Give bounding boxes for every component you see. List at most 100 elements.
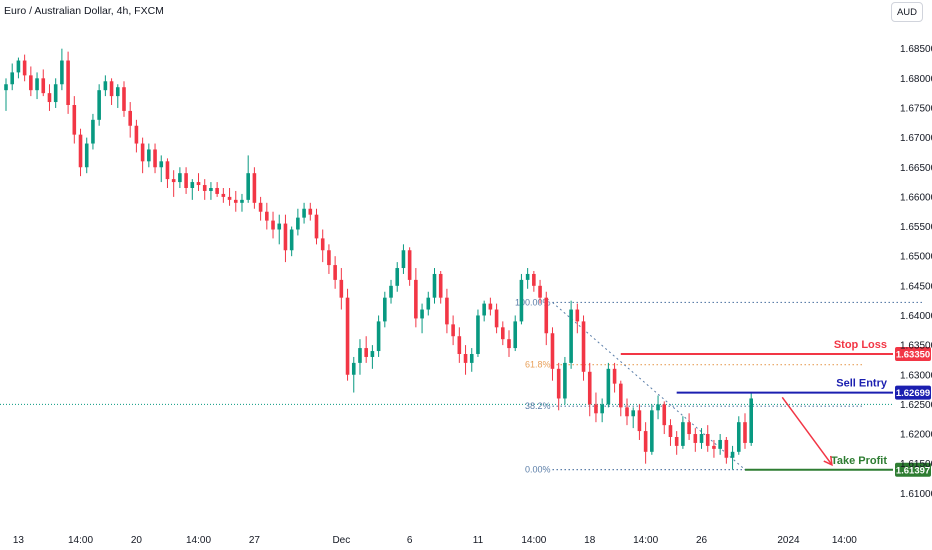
y-tick-label: 1.66000 — [900, 192, 932, 203]
candle-body — [358, 348, 362, 363]
candle-body — [209, 188, 213, 191]
trade-levels[interactable]: Stop Loss 1.63350 Sell Entry 1.62699 Take Pr… — [620, 339, 931, 477]
candle-body — [4, 84, 8, 91]
candle-body — [519, 279, 524, 322]
y-tick-label: 1.61500 — [900, 459, 932, 470]
candle-body — [327, 250, 331, 266]
candle-body — [674, 437, 679, 446]
x-tick-label: 26 — [696, 535, 708, 546]
candle-body — [457, 336, 462, 354]
candle-body — [53, 84, 58, 103]
candle-body — [618, 383, 623, 408]
candle-body — [569, 309, 573, 363]
level-label: Sell Entry — [836, 378, 888, 390]
fib-level-label: 61.8% — [525, 360, 551, 370]
candle-body — [575, 309, 580, 322]
fib-level-label: 38.2% — [525, 401, 551, 411]
candle-body — [41, 78, 46, 94]
candle-body — [202, 185, 207, 191]
candle-body — [612, 368, 617, 384]
candle-body — [115, 87, 120, 97]
candle-body — [563, 362, 567, 399]
candle-body — [333, 265, 337, 280]
price-tag — [895, 347, 931, 361]
candle-body — [240, 199, 244, 203]
y-tick-label: 1.65000 — [900, 252, 932, 263]
candle-body — [227, 196, 232, 200]
candle-body — [643, 431, 648, 452]
candle-body — [438, 273, 443, 298]
candle-body — [171, 179, 176, 183]
x-tick-label: 6 — [407, 535, 413, 546]
candle-body — [320, 238, 325, 251]
x-tick-label: 14:00 — [832, 535, 857, 546]
price-tag — [895, 385, 931, 400]
level-sell-entry[interactable]: Sell Entry 1.62699 — [676, 378, 931, 400]
candle-body — [705, 434, 710, 446]
fib-trend-line — [552, 302, 746, 470]
candle-body — [215, 188, 219, 194]
candle-body — [22, 60, 27, 76]
candlestick-series — [4, 48, 753, 470]
candle-body — [134, 125, 139, 144]
candle-body — [637, 410, 642, 432]
axes: 1.68500 1.68000 1.67500 1.67000 1.66500 1.660… — [13, 44, 932, 546]
candle-body — [147, 149, 151, 162]
candle-body — [650, 410, 654, 452]
forecast-arrow[interactable] — [781, 396, 833, 467]
candle-body — [376, 321, 381, 352]
fibonacci-retracement[interactable]: 100.00% 61.8% 38.2% 0.00% — [0, 297, 922, 475]
candle-body — [35, 78, 39, 91]
candle-body — [233, 199, 238, 203]
candle-body — [625, 407, 629, 417]
y-tick-label: 1.67000 — [900, 133, 932, 144]
candle-body — [668, 425, 673, 437]
candle-body — [383, 297, 387, 322]
candle-body — [581, 321, 586, 372]
level-take-profit[interactable]: Take Profit 1.61397 — [744, 455, 931, 477]
candle-body — [128, 110, 132, 126]
candle-body — [10, 72, 15, 85]
y-tick-label: 1.63000 — [900, 370, 932, 381]
candle-body — [463, 354, 468, 363]
candle-body — [258, 202, 263, 212]
candle-body — [345, 297, 350, 375]
y-tick-label: 1.68000 — [900, 74, 932, 85]
candle-body — [724, 439, 729, 458]
candle-body — [196, 182, 201, 186]
x-tick-label: 27 — [249, 535, 261, 546]
candle-body — [507, 339, 511, 349]
candle-body — [140, 143, 145, 162]
candle-body — [29, 75, 33, 91]
level-stop-loss[interactable]: Stop Loss 1.63350 — [620, 339, 931, 361]
candle-body — [401, 250, 406, 269]
candle-body — [339, 279, 344, 298]
candle-body — [122, 87, 126, 111]
candle-body — [687, 422, 691, 435]
chart-title: Euro / Australian Dollar, 4h, FXCM — [4, 5, 164, 17]
candle-body — [432, 273, 437, 298]
x-tick-label: 14:00 — [68, 535, 93, 546]
candle-body — [712, 445, 716, 449]
candle-body — [265, 211, 269, 221]
candle-body — [407, 250, 412, 280]
currency-button[interactable]: AUD — [891, 2, 923, 22]
candle-body — [314, 214, 319, 239]
y-tick-label: 1.62000 — [900, 430, 932, 441]
x-tick-label: Dec — [332, 535, 350, 546]
candle-body — [308, 208, 313, 215]
candle-body — [482, 303, 486, 316]
price-tag-text: 1.63350 — [896, 350, 930, 361]
candle-body — [743, 422, 747, 443]
candle-body — [469, 354, 474, 363]
candle-body — [289, 229, 294, 251]
y-tick-label: 1.64500 — [900, 281, 932, 292]
price-tag — [895, 462, 931, 477]
y-tick-label: 1.61000 — [900, 489, 932, 500]
candle-body — [631, 410, 636, 417]
candle-body — [699, 434, 704, 443]
candle-body — [556, 368, 561, 399]
x-tick-label: 13 — [13, 535, 25, 546]
candle-body — [501, 327, 505, 340]
